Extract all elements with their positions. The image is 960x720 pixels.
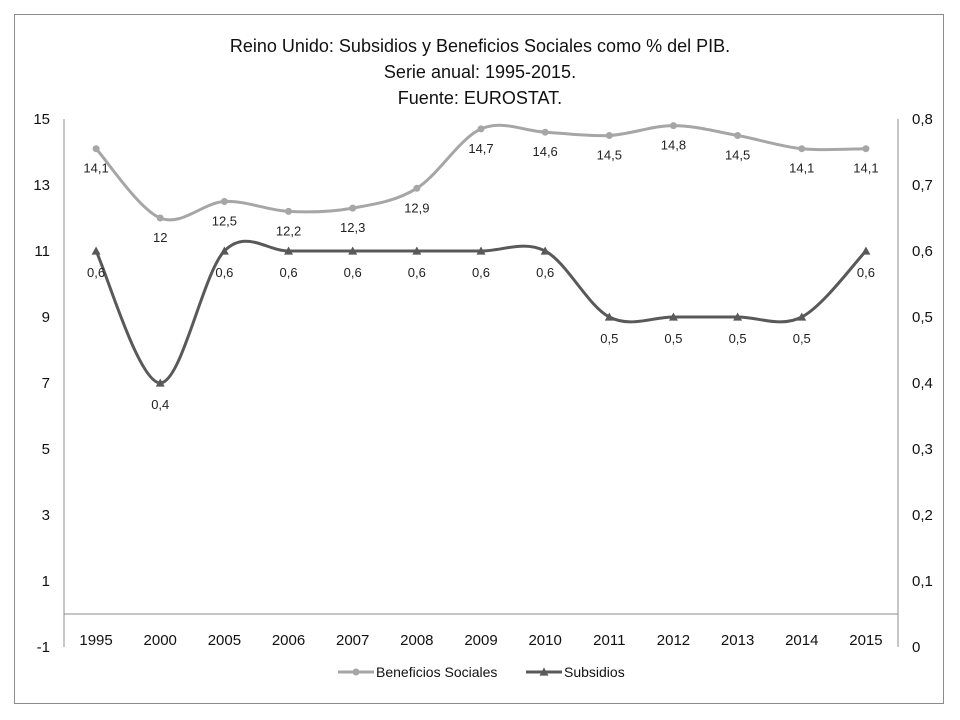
data-point-beneficios	[349, 204, 357, 212]
data-label-beneficios: 14,6	[532, 144, 557, 159]
data-point-beneficios	[413, 184, 421, 192]
data-point-subsidios	[668, 312, 678, 321]
data-label-subsidios: 0,6	[536, 265, 554, 280]
y-right-tick-label: 0,5	[912, 309, 933, 326]
data-point-beneficios	[669, 122, 677, 130]
y-right-tick-label: 0,8	[912, 111, 933, 128]
x-tick-label: 2011	[593, 632, 625, 649]
data-point-beneficios	[156, 214, 164, 222]
x-tick-label: 2000	[144, 632, 177, 649]
chart-title-line-3: Fuente: EUROSTAT.	[397, 88, 563, 108]
legend-marker-beneficios	[352, 668, 360, 676]
y-right-tick-label: 0,1	[912, 573, 933, 590]
data-point-beneficios	[220, 198, 228, 205]
data-label-beneficios: 12	[153, 230, 167, 245]
data-label-beneficios: 12,5	[212, 214, 237, 229]
data-point-beneficios	[477, 125, 485, 133]
data-label-subsidios: 0,6	[472, 265, 490, 280]
legend-marker-subsidios	[539, 667, 549, 676]
data-point-subsidios	[604, 312, 614, 321]
data-label-beneficios: 12,2	[276, 223, 301, 238]
x-tick-label: 2005	[208, 632, 241, 649]
y-left-tick-label: 15	[33, 111, 50, 128]
data-label-beneficios: 14,8	[661, 138, 686, 153]
x-tick-label: 2009	[464, 632, 497, 649]
data-point-beneficios	[862, 145, 870, 153]
data-label-beneficios: 12,9	[404, 200, 429, 215]
y-left-tick-label: 5	[42, 441, 50, 458]
x-tick-label: 2010	[528, 632, 561, 649]
data-point-beneficios	[285, 207, 293, 215]
data-point-beneficios	[605, 132, 613, 139]
data-label-subsidios: 0,6	[279, 265, 297, 280]
data-point-subsidios	[476, 246, 486, 255]
data-label-beneficios: 14,7	[468, 141, 493, 156]
data-point-subsidios	[348, 246, 358, 255]
data-label-beneficios: 14,1	[83, 161, 108, 176]
data-point-subsidios	[861, 246, 871, 255]
x-tick-label: 2014	[785, 632, 818, 649]
x-tick-label: 2007	[336, 632, 369, 649]
y-left-tick-label: 1	[42, 573, 50, 590]
legend-label-subsidios: Subsidios	[564, 664, 625, 680]
x-tick-label: 2015	[849, 632, 882, 649]
data-label-beneficios: 12,3	[340, 220, 365, 235]
x-tick-label: 2006	[272, 632, 305, 649]
data-label-subsidios: 0,5	[664, 331, 682, 346]
data-label-subsidios: 0,5	[793, 331, 811, 346]
y-left-tick-label: -1	[37, 639, 50, 656]
y-right-tick-label: 0,6	[912, 243, 933, 260]
data-point-subsidios	[797, 312, 807, 321]
data-label-beneficios: 14,5	[597, 148, 622, 163]
data-point-beneficios	[798, 145, 806, 153]
y-right-tick-label: 0	[912, 639, 920, 656]
data-label-subsidios: 0,6	[87, 265, 105, 280]
x-tick-label: 2008	[400, 632, 433, 649]
data-point-subsidios	[91, 246, 101, 255]
data-label-subsidios: 0,6	[344, 265, 362, 280]
legend-label-beneficios: Beneficios Sociales	[376, 664, 497, 680]
data-point-subsidios	[412, 246, 422, 255]
chart-frame	[14, 14, 944, 704]
data-label-subsidios: 0,4	[151, 397, 169, 412]
data-label-subsidios: 0,6	[857, 265, 875, 280]
data-point-subsidios	[540, 246, 550, 255]
chart-title-line-2: Serie anual: 1995-2015.	[383, 62, 577, 82]
x-tick-label: 2012	[657, 632, 690, 649]
data-point-subsidios	[733, 312, 743, 321]
data-label-subsidios: 0,5	[600, 331, 618, 346]
data-point-subsidios	[284, 246, 294, 255]
data-label-beneficios: 14,5	[725, 148, 750, 163]
data-label-subsidios: 0,6	[408, 265, 426, 280]
y-left-tick-label: 13	[33, 177, 50, 194]
data-label-subsidios: 0,5	[729, 331, 747, 346]
y-left-tick-label: 3	[42, 507, 50, 524]
data-label-subsidios: 0,6	[215, 265, 233, 280]
y-right-tick-label: 0,7	[912, 177, 933, 194]
data-label-beneficios: 14,1	[789, 161, 814, 176]
y-right-tick-label: 0,3	[912, 441, 933, 458]
series-line-subsidios	[94, 239, 868, 385]
x-tick-label: 2013	[721, 632, 754, 649]
y-left-tick-label: 7	[42, 375, 50, 392]
data-point-subsidios	[219, 246, 229, 255]
data-point-beneficios	[541, 128, 549, 136]
chart-title-line-1: Reino Unido: Subsidios y Beneficios Soci…	[229, 36, 731, 56]
data-label-beneficios: 14,1	[853, 161, 878, 176]
x-tick-label: 1995	[79, 632, 112, 649]
y-left-tick-label: 11	[34, 243, 50, 260]
y-left-tick-label: 9	[42, 309, 50, 326]
data-point-beneficios	[92, 145, 100, 153]
series-line-beneficios	[94, 123, 866, 222]
y-right-tick-label: 0,2	[912, 507, 933, 524]
data-point-subsidios	[155, 378, 165, 387]
y-right-tick-label: 0,4	[912, 375, 933, 392]
data-point-beneficios	[734, 132, 742, 139]
